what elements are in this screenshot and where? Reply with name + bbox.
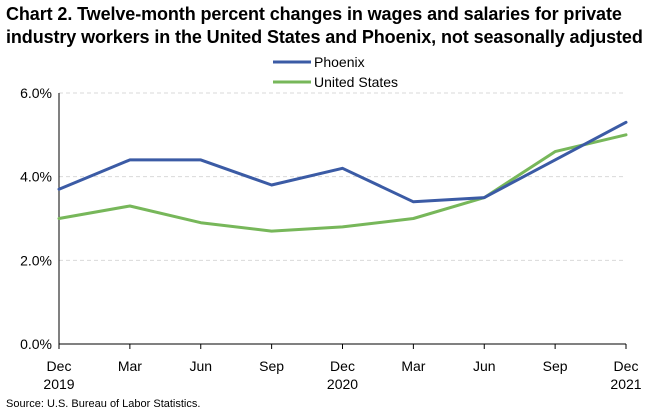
line-chart: Phoenix United States 0.0% 2.0% 4.0% 6.0% De…	[20, 54, 642, 392]
series-line-united-states	[57, 133, 628, 233]
x-tick-label: Mar	[401, 358, 425, 374]
axes: 0.0% 2.0% 4.0% 6.0% Dec 2019 Mar Jun Sep Dec 2020 M…	[20, 85, 642, 392]
x-tick-label: Dec	[330, 358, 355, 374]
y-tick-label: 2.0%	[20, 252, 52, 268]
x-tick-label: Sep	[259, 358, 284, 374]
x-tick-label: Mar	[118, 358, 142, 374]
x-tick-year-label: 2020	[327, 376, 358, 392]
source-note: Source: U.S. Bureau of Labor Statistics.	[6, 398, 201, 410]
x-tick-label: Dec	[47, 358, 72, 374]
x-tick-year-label: 2021	[610, 376, 641, 392]
x-tick-year-label: 2019	[43, 376, 74, 392]
x-tick-label: Sep	[543, 358, 568, 374]
legend-label-united-states: United States	[314, 74, 398, 90]
x-tick-label: Dec	[614, 358, 639, 374]
series-lines	[57, 120, 628, 233]
y-tick-label: 6.0%	[20, 85, 52, 101]
legend-label-phoenix: Phoenix	[314, 54, 365, 70]
y-tick-label: 4.0%	[20, 169, 52, 185]
legend: Phoenix United States	[273, 54, 398, 90]
y-tick-label: 0.0%	[20, 336, 52, 352]
x-tick-label: Jun	[473, 358, 496, 374]
chart-title: Chart 2. Twelve-month percent changes in…	[6, 4, 643, 47]
gridlines	[59, 92, 626, 261]
series-line-phoenix	[57, 120, 628, 204]
x-tick-label: Jun	[189, 358, 212, 374]
